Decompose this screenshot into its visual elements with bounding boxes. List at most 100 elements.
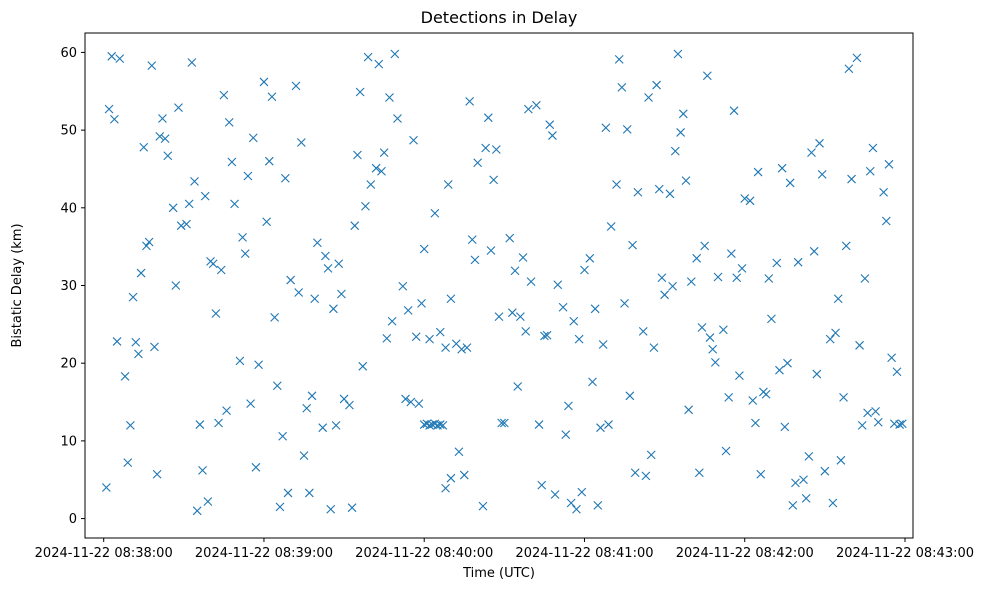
data-point — [601, 123, 611, 133]
data-point — [374, 59, 384, 69]
data-point — [299, 451, 309, 461]
data-point — [264, 156, 274, 166]
data-point — [700, 241, 710, 251]
data-point — [518, 253, 528, 262]
data-point — [633, 187, 643, 197]
data-point — [839, 392, 848, 402]
data-point — [507, 308, 517, 318]
data-point — [828, 498, 838, 508]
data-point — [101, 483, 111, 492]
data-point — [494, 312, 504, 321]
data-point — [855, 340, 864, 350]
data-point — [526, 277, 536, 287]
data-point — [657, 273, 667, 283]
data-point — [580, 265, 589, 275]
data-point — [446, 473, 456, 483]
data-point — [660, 290, 669, 300]
data-point — [112, 337, 122, 346]
data-point — [783, 358, 792, 368]
data-point — [815, 138, 824, 148]
data-point — [198, 466, 207, 475]
data-point — [187, 58, 197, 67]
data-point — [697, 323, 707, 332]
data-point — [729, 106, 739, 116]
data-point — [371, 163, 381, 173]
data-point — [222, 406, 231, 415]
data-point — [751, 418, 760, 428]
data-point — [705, 333, 715, 342]
data-point — [272, 381, 282, 391]
data-point — [871, 406, 880, 416]
data-point — [801, 493, 811, 503]
data-point — [692, 253, 702, 263]
data-point — [775, 365, 784, 375]
data-point — [446, 294, 456, 304]
data-point — [435, 420, 445, 429]
data-point — [604, 420, 613, 429]
data-point — [430, 208, 440, 218]
data-point — [868, 143, 878, 153]
data-point — [652, 80, 661, 90]
data-point — [748, 396, 758, 405]
data-point — [745, 196, 755, 206]
data-point — [654, 184, 664, 194]
data-point — [732, 273, 742, 283]
data-point — [238, 232, 247, 242]
data-point — [425, 334, 434, 344]
data-point — [884, 159, 894, 169]
data-point — [459, 470, 469, 480]
data-point — [182, 219, 191, 229]
data-point — [857, 420, 867, 430]
data-point — [320, 251, 330, 261]
y-tick-label: 10 — [60, 434, 77, 449]
data-point — [759, 387, 768, 397]
data-point — [708, 344, 718, 354]
data-point — [628, 240, 637, 250]
data-point — [566, 498, 576, 508]
data-point — [139, 142, 149, 152]
data-point — [401, 394, 410, 404]
data-point — [523, 104, 533, 114]
data-point — [251, 462, 261, 472]
data-point — [625, 391, 635, 401]
data-point — [644, 93, 653, 102]
x-tick-label: 2024-11-22 08:39:00 — [195, 546, 333, 561]
data-point — [793, 257, 803, 267]
data-point — [168, 203, 178, 213]
data-point — [804, 452, 814, 461]
data-point — [481, 143, 491, 153]
data-point — [812, 369, 822, 379]
data-point — [109, 114, 119, 124]
data-point — [596, 423, 605, 433]
data-point — [104, 104, 114, 114]
data-point — [574, 334, 584, 344]
data-point — [598, 340, 608, 349]
data-point — [561, 430, 571, 440]
data-point — [462, 343, 472, 353]
data-point — [817, 170, 827, 179]
x-tick-label: 2024-11-22 08:38:00 — [35, 546, 173, 561]
data-point — [174, 103, 183, 112]
data-point — [387, 316, 397, 326]
data-point — [489, 175, 499, 185]
data-point — [296, 138, 306, 147]
data-point — [638, 326, 648, 336]
data-point — [684, 405, 694, 415]
data-point — [275, 502, 285, 512]
data-point — [807, 148, 816, 158]
data-point — [385, 93, 394, 102]
x-tick-label: 2024-11-22 08:43:00 — [836, 546, 974, 561]
data-point — [454, 447, 464, 457]
data-point — [329, 304, 338, 314]
y-tick-label: 30 — [60, 279, 77, 294]
data-point — [844, 64, 854, 74]
data-point — [499, 418, 509, 428]
data-point — [860, 274, 870, 283]
data-point — [417, 298, 426, 308]
y-tick-label: 60 — [60, 46, 77, 61]
data-point — [150, 342, 159, 352]
data-point — [377, 166, 386, 176]
data-point — [224, 117, 234, 127]
data-point — [411, 332, 421, 342]
data-point — [126, 420, 135, 430]
